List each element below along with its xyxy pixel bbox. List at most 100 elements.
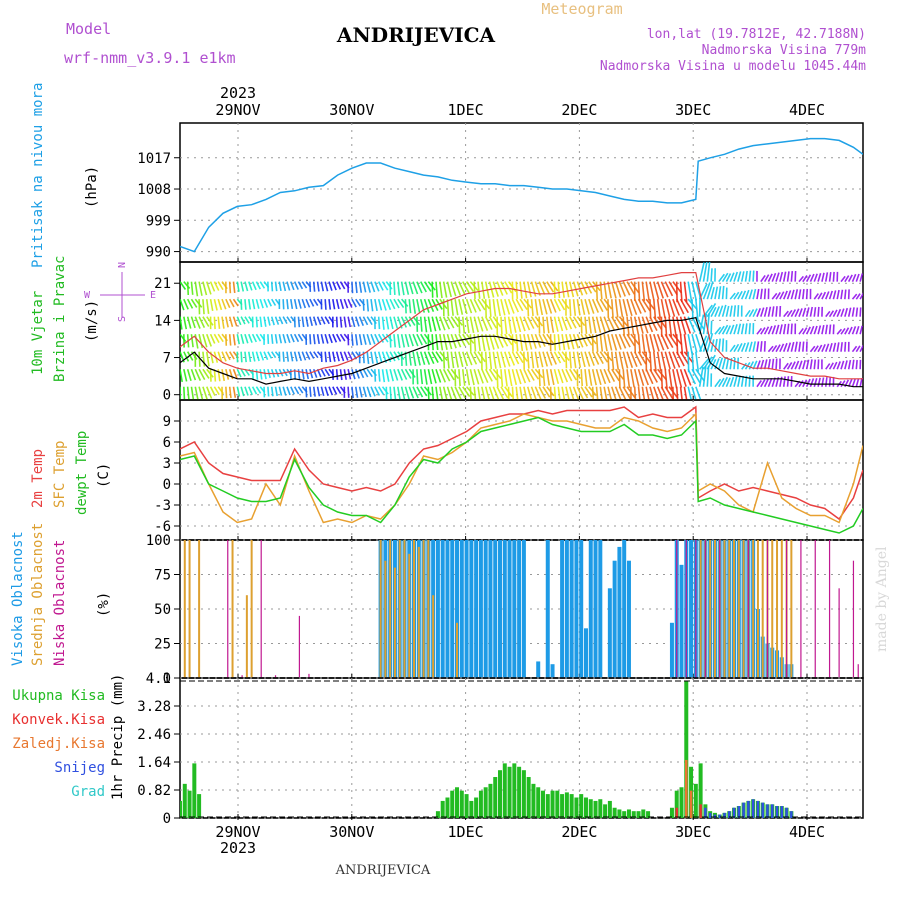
wind-barb (225, 386, 228, 399)
wind-barb (687, 334, 693, 354)
wind-barb (469, 298, 477, 313)
wind-barb (729, 305, 733, 317)
wind-barb (630, 369, 635, 388)
wind-barb (381, 316, 385, 330)
wind-barb (649, 351, 652, 372)
wind-barb (821, 344, 826, 353)
wind-barb (748, 270, 752, 282)
wind-barb (802, 289, 805, 300)
wind-barb (534, 299, 539, 316)
wind-barb (385, 298, 392, 311)
wind-barb (461, 316, 466, 334)
bar (474, 540, 479, 678)
wind-barb (190, 281, 194, 295)
wind-barb (828, 324, 832, 335)
bar (379, 540, 382, 678)
wind-barb (366, 299, 370, 312)
y-tick-label: 7 (163, 351, 171, 367)
wind-barb (500, 351, 506, 368)
wind-barb (813, 293, 819, 300)
wind-barb (461, 351, 469, 367)
wind-barb (584, 298, 590, 315)
wind-barb (542, 316, 545, 334)
wind-barb (775, 324, 780, 335)
wind-barb (675, 369, 683, 388)
wind-barb (228, 334, 232, 346)
y-tick-label: 0 (163, 388, 171, 404)
wind-barb (595, 334, 599, 352)
wind-barb (473, 351, 482, 364)
wind-barb (274, 386, 278, 397)
wind-barb (786, 290, 792, 300)
wind-barb (668, 369, 673, 390)
wind-barb (286, 316, 292, 324)
wind-barb (381, 369, 386, 383)
legend-item: Grad (71, 784, 105, 800)
wind-barb (366, 316, 373, 326)
wind-barb (851, 378, 857, 387)
bar (483, 787, 488, 818)
wind-barb (465, 351, 473, 366)
wind-barb (851, 307, 855, 317)
wind-barb (714, 338, 718, 352)
wind-barb (683, 368, 692, 386)
wind-barb (435, 368, 442, 383)
wind-barb (282, 386, 287, 396)
wind-barb (771, 344, 778, 353)
wind-barb (763, 359, 768, 370)
wind-barb (282, 316, 288, 325)
wind-barb (683, 334, 689, 355)
wind-barb (404, 368, 412, 379)
wind-barb (622, 386, 632, 400)
wind-barb (821, 291, 827, 300)
wind-barb (180, 298, 185, 311)
bar (598, 540, 603, 678)
wind-barb (416, 333, 423, 346)
wind-barb (546, 298, 553, 314)
wind-barb (767, 306, 772, 317)
wind-barb (549, 369, 555, 386)
wind-barb (454, 351, 459, 368)
wind-barb (790, 323, 793, 335)
wind-barb (225, 351, 231, 361)
bar (780, 806, 784, 818)
series-line (180, 405, 863, 521)
wind-barb (221, 351, 227, 362)
wind-barb (286, 333, 291, 343)
wind-barb (527, 368, 535, 381)
bar (679, 787, 684, 818)
bar (752, 540, 755, 678)
wind-barb (553, 369, 560, 385)
wind-barb (435, 281, 439, 298)
wind-barb (802, 359, 807, 370)
wind-barb (481, 334, 486, 352)
wind-barb (614, 316, 624, 329)
wind-barb (618, 299, 624, 318)
wind-barb (767, 273, 773, 282)
wind-barb (859, 377, 863, 387)
wind-barb (190, 298, 198, 308)
wind-barb (840, 308, 845, 317)
wind-barb (473, 386, 477, 400)
bottom-day-label: 3DEC (675, 823, 711, 841)
wind-barb (251, 351, 256, 362)
wind-barb (641, 334, 646, 354)
wind-barb (354, 334, 359, 346)
wind-barb (664, 369, 668, 390)
wind-barb (183, 351, 190, 362)
wind-barb (320, 316, 326, 325)
wind-barb (760, 379, 766, 388)
wind-barb (431, 334, 434, 351)
wind-barb (649, 386, 655, 400)
bar (456, 622, 459, 678)
wind-barb (431, 351, 439, 363)
wind-barb (477, 368, 484, 384)
wind-barb (645, 316, 654, 333)
wind-barb (389, 369, 394, 382)
wind-barb (855, 293, 861, 300)
wind-barb (293, 333, 300, 343)
wind-barb (400, 386, 406, 400)
bar (785, 807, 788, 818)
wind-barb (312, 368, 318, 378)
wind-barb (668, 351, 676, 369)
